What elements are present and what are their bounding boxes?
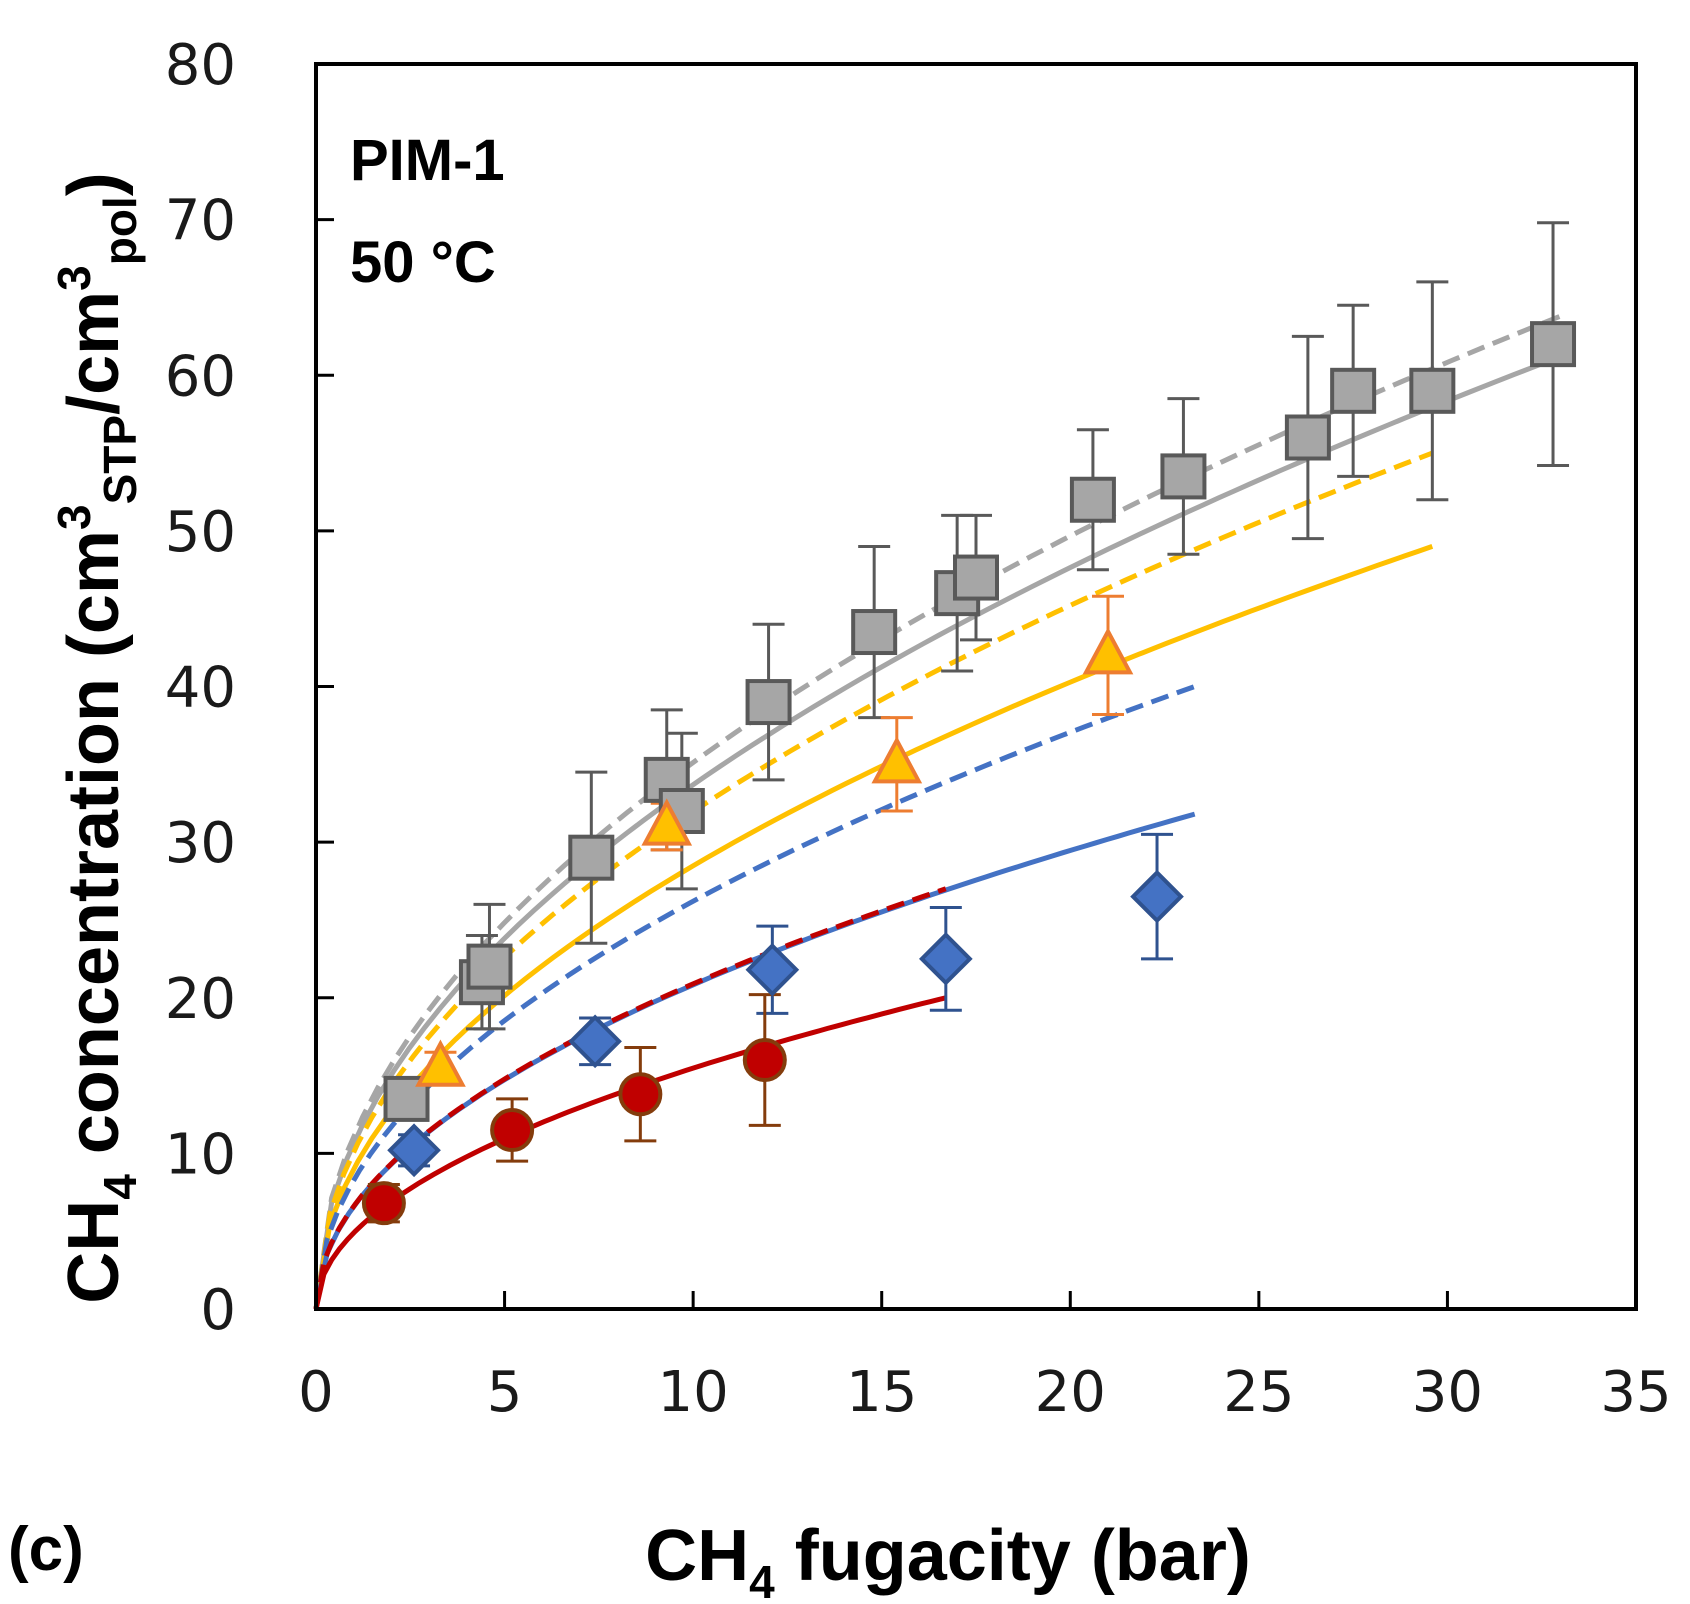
y-tick-label: 20 (165, 967, 236, 1032)
error-bars (367, 221, 1570, 1224)
circle-marker (742, 1038, 787, 1082)
diamond-marker (745, 942, 800, 997)
y-tick-label: 40 (165, 656, 236, 721)
circle-marker (618, 1072, 663, 1117)
circle-marker (361, 1181, 406, 1226)
square-marker (953, 554, 999, 601)
triangle-marker (871, 736, 923, 784)
square-marker (466, 943, 513, 990)
x-tick-label: 15 (846, 1360, 917, 1425)
y-tick-label: 80 (165, 33, 236, 98)
x-tick-label: 25 (1223, 1360, 1294, 1425)
annotation-temperature: 50 °C (350, 230, 496, 295)
y-tick-label: 30 (165, 811, 236, 876)
data-points (361, 321, 1577, 1226)
square-marker (1330, 367, 1377, 414)
annotation-polymer: PIM-1 (350, 128, 505, 193)
square-marker (745, 679, 792, 726)
square-marker (1284, 414, 1331, 461)
circle-marker (490, 1108, 535, 1153)
diamond-marker (1130, 869, 1184, 924)
fit-curve (313, 354, 1562, 1310)
fit-curve (313, 886, 947, 1310)
x-tick-label: 10 (658, 1360, 729, 1425)
axis-ticks: 0 5 10 15 20 25 30 35 0 10 20 30 40 50 60 70 80 (165, 33, 1672, 1425)
y-tick-label: 10 (165, 1122, 236, 1187)
y-axis-title: CH4 concentration (cm3STP/cm3pol) (48, 172, 146, 1303)
diamond-marker (919, 932, 973, 986)
diamond-marker (387, 1123, 441, 1178)
triangle-marker (415, 1039, 466, 1087)
x-tick-label: 0 (298, 1360, 334, 1425)
x-tick-label: 30 (1412, 1360, 1483, 1425)
square-marker (1069, 476, 1116, 523)
x-axis-title: CH4 fugacity (bar) (645, 1516, 1251, 1604)
fit-curve (313, 684, 1196, 1310)
y-tick-label: 50 (165, 500, 236, 565)
x-tick-label: 20 (1035, 1360, 1106, 1425)
x-tick-label: 5 (487, 1360, 523, 1425)
x-tick-label: 35 (1600, 1360, 1671, 1425)
y-tick-label: 0 (200, 1278, 236, 1343)
square-marker (851, 609, 898, 656)
triangle-marker (1082, 627, 1134, 675)
triangle-marker (641, 798, 693, 846)
square-marker (1530, 321, 1577, 368)
panel-label: (c) (8, 1515, 84, 1584)
y-tick-label: 60 (165, 344, 236, 409)
y-tick-label: 70 (165, 189, 236, 254)
diamond-marker (568, 1014, 622, 1069)
square-marker (1160, 453, 1207, 500)
square-marker (1409, 367, 1456, 414)
square-marker (568, 834, 615, 881)
